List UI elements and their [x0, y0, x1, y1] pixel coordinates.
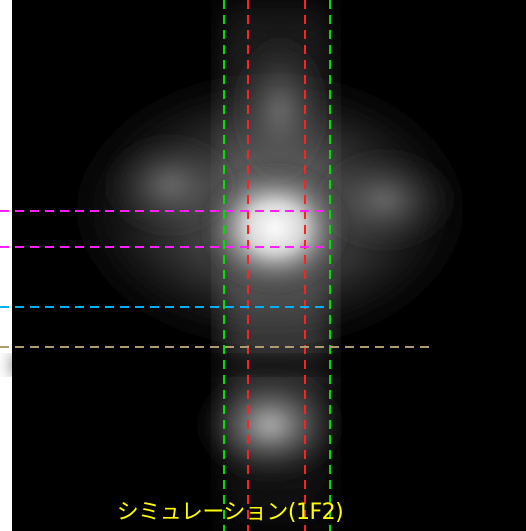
figure-caption: シミュレーション(1F2)	[116, 500, 344, 525]
guide-lines	[0, 0, 435, 531]
hot-core	[195, 158, 355, 298]
lower-blob	[190, 365, 350, 485]
upper-plume	[225, 20, 335, 200]
dark-band	[12, 355, 526, 375]
